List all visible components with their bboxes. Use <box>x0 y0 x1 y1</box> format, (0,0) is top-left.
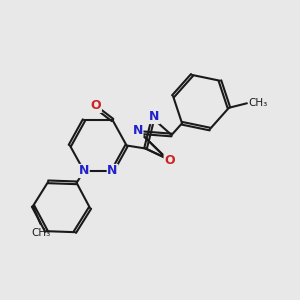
Text: N: N <box>133 124 143 137</box>
Text: N: N <box>79 164 89 178</box>
Text: CH₃: CH₃ <box>31 228 50 238</box>
Text: O: O <box>164 154 175 167</box>
Text: N: N <box>107 164 118 178</box>
Text: N: N <box>149 110 160 124</box>
Text: CH₃: CH₃ <box>248 98 268 108</box>
Text: O: O <box>91 99 101 112</box>
